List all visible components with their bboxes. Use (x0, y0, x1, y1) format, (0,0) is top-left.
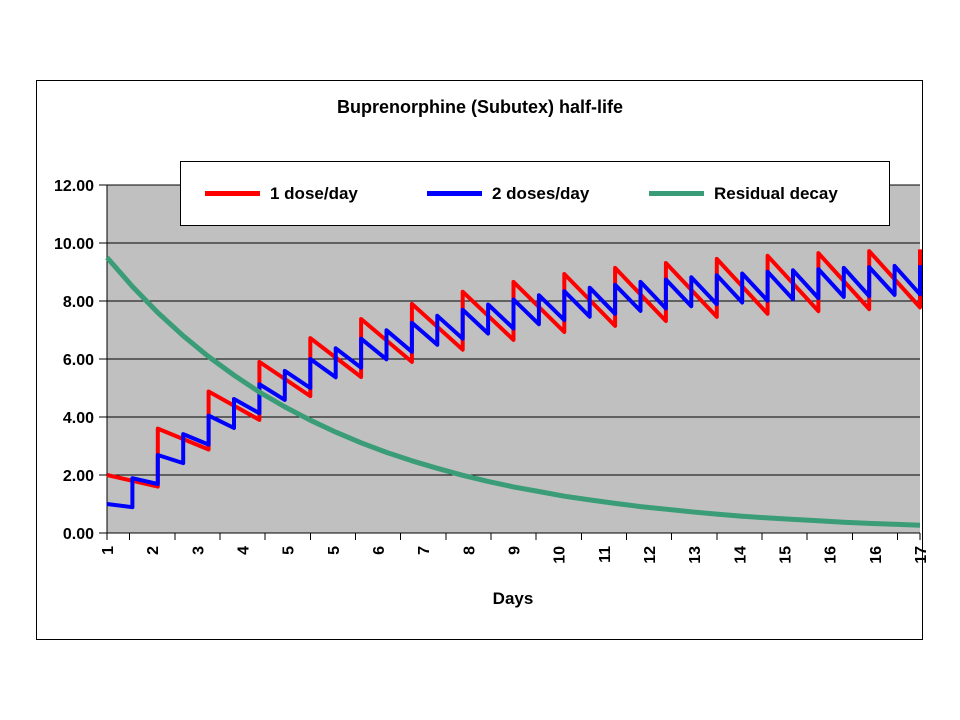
x-tick-label: 16 (868, 546, 885, 564)
x-tick-label: 13 (687, 546, 704, 564)
x-tick-label: 8 (461, 546, 478, 555)
x-tick-label: 12 (642, 546, 659, 564)
x-tick-label: 5 (281, 546, 298, 555)
series-line-2-doses-day (106, 263, 922, 510)
y-tick-label: 4.00 (63, 410, 94, 427)
x-tick-label: 1 (100, 546, 117, 555)
y-tick-label: 10.00 (54, 236, 94, 253)
legend-line-sample-red (205, 191, 260, 196)
x-tick-label: 17 (913, 546, 930, 564)
legend-item: 1 dose/day (205, 184, 427, 204)
x-tick-label: 9 (507, 546, 524, 555)
y-tick-label: 2.00 (63, 468, 94, 485)
x-tick-label: 14 (732, 546, 749, 564)
x-tick-label: 6 (371, 546, 388, 555)
legend: 1 dose/day 2 doses/day Residual decay (180, 161, 890, 226)
x-tick-label: 5 (326, 546, 343, 555)
y-tick-label: 8.00 (63, 294, 94, 311)
legend-item: Residual decay (649, 184, 871, 204)
legend-item: 2 doses/day (427, 184, 649, 204)
x-tick-label: 4 (236, 546, 253, 555)
legend-label: Residual decay (714, 183, 838, 203)
y-tick-label: 0.00 (63, 526, 94, 543)
y-tick-label: 12.00 (54, 178, 94, 195)
y-tick-label: 6.00 (63, 352, 94, 369)
chart-title: Buprenorphine (Subutex) half-life (337, 97, 623, 117)
series-line-residual-decay (105, 255, 921, 528)
x-tick-label: 10 (552, 546, 569, 564)
x-tick-label: 7 (416, 546, 433, 555)
x-tick-label: 16 (823, 546, 840, 564)
x-axis-title: Days (492, 589, 534, 608)
legend-label: 1 dose/day (270, 183, 358, 203)
legend-line-sample-blue (427, 191, 482, 196)
x-tick-label: 2 (145, 546, 162, 555)
legend-label: 2 doses/day (492, 183, 590, 203)
x-tick-label: 3 (190, 546, 207, 555)
legend-line-sample-green (649, 191, 704, 196)
x-tick-label: 11 (597, 546, 614, 563)
x-tick-label: 15 (778, 546, 795, 564)
